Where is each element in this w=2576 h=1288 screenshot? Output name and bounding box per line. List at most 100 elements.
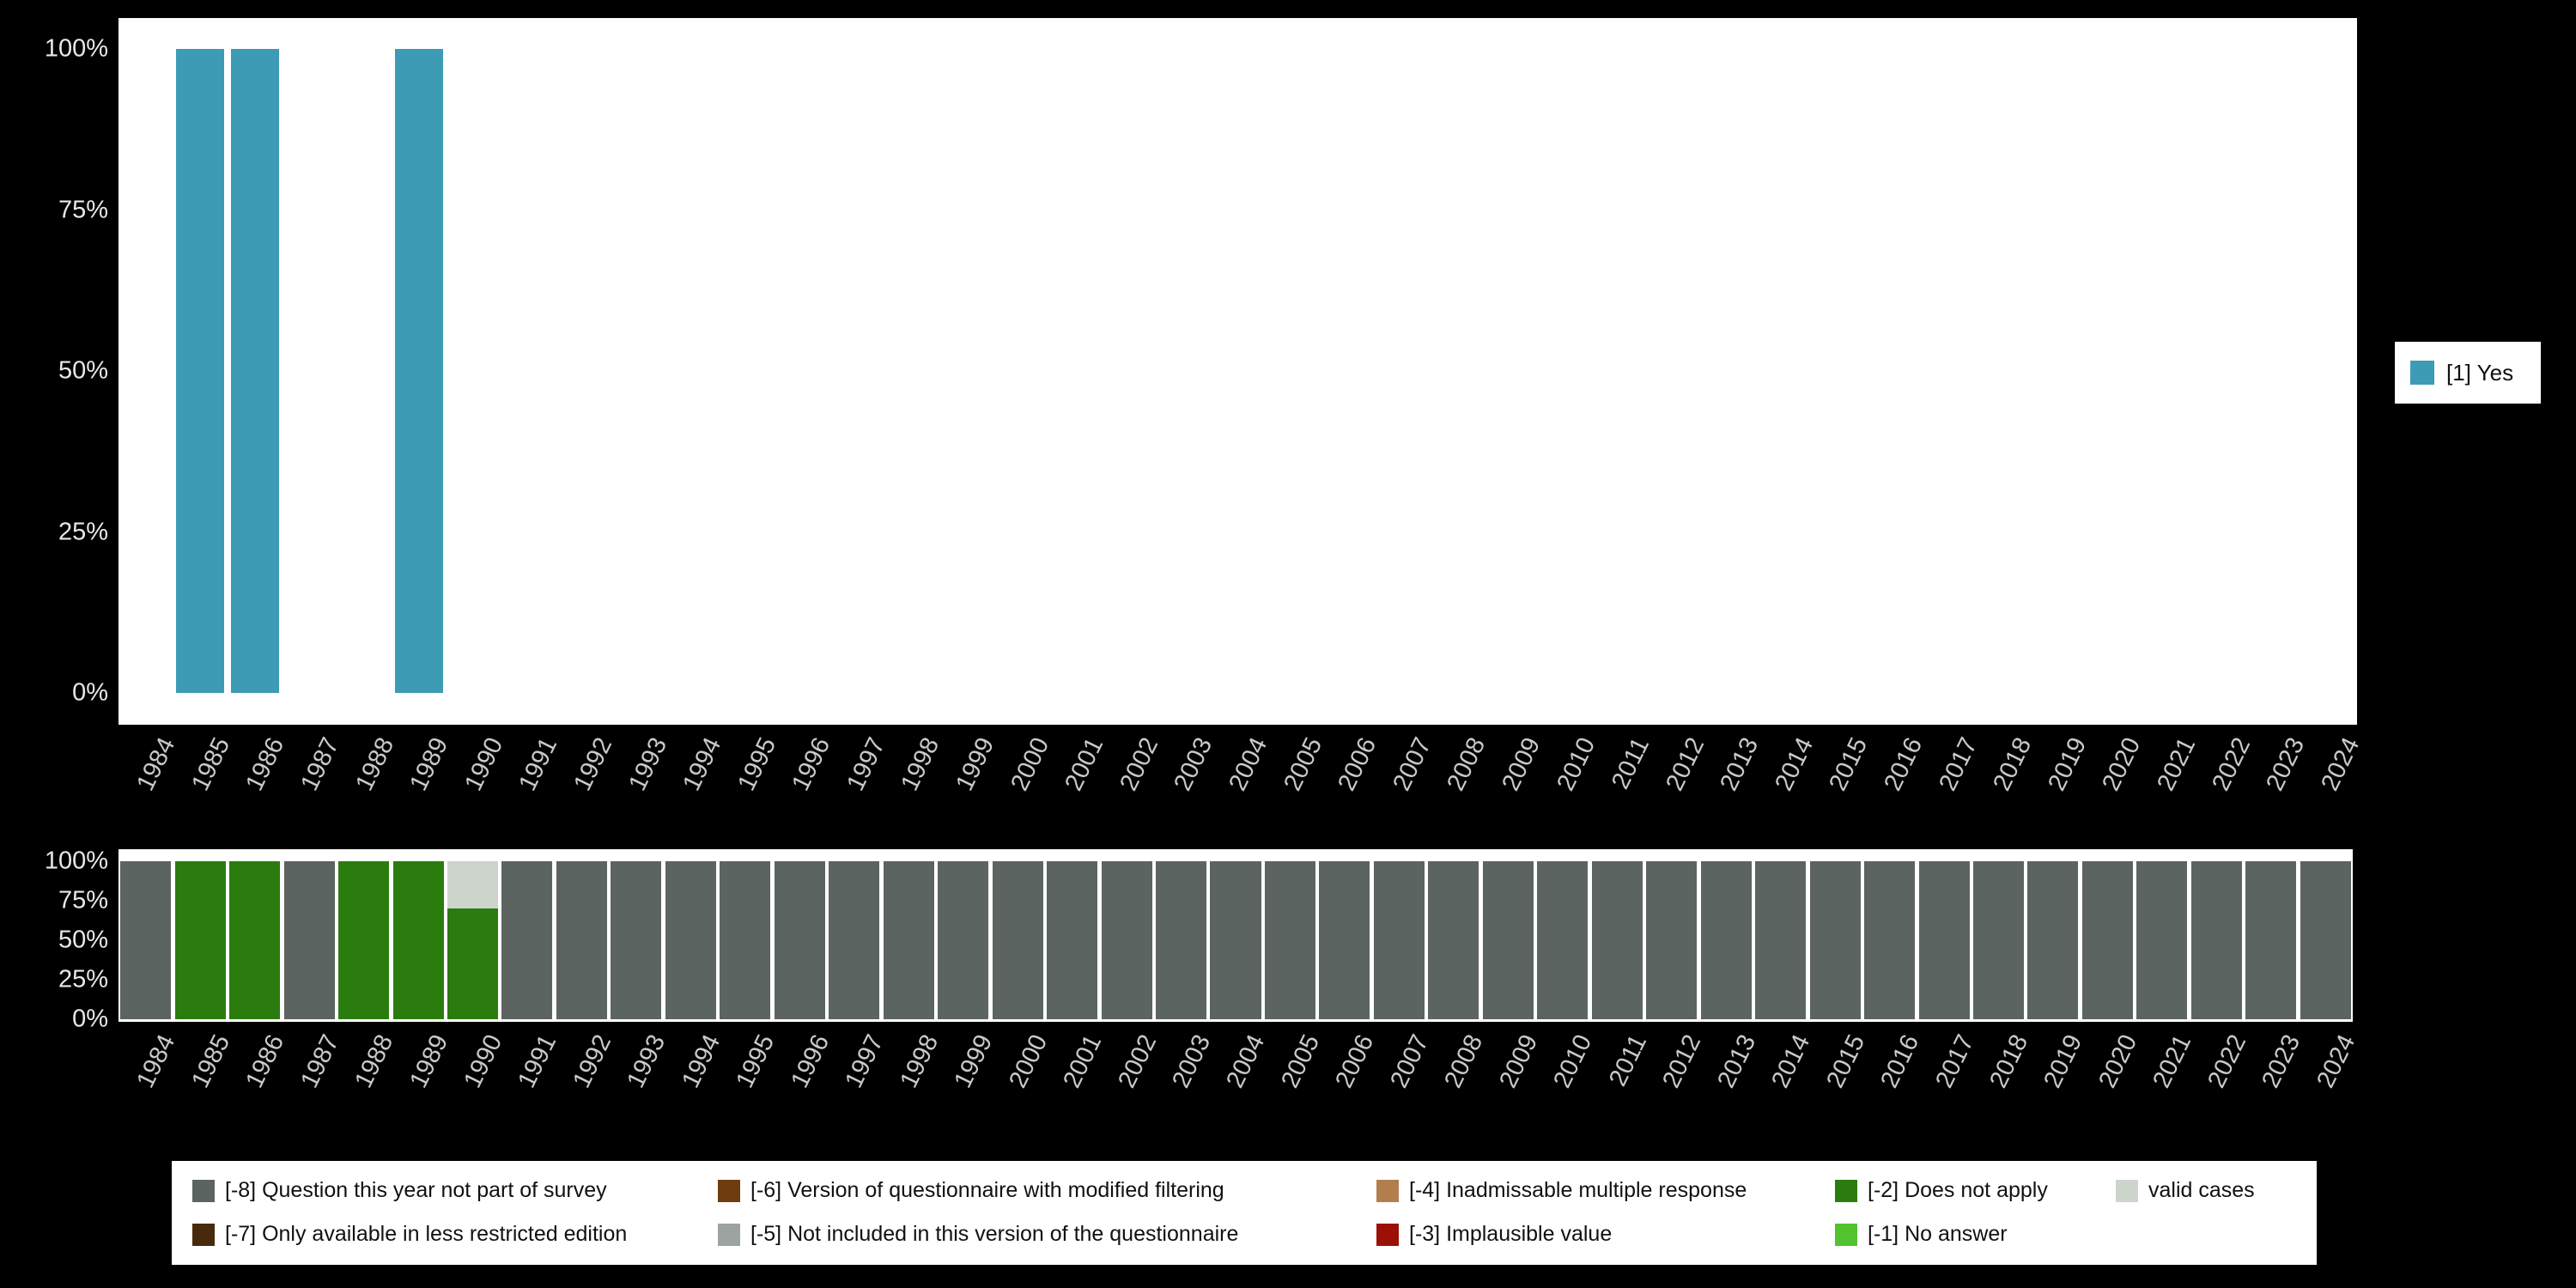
bar-segment bbox=[1373, 861, 1425, 1019]
x-tick-label: 2008 bbox=[1439, 1030, 1489, 1093]
x-tick-label: 2017 bbox=[1933, 733, 1983, 796]
bar-segment bbox=[120, 861, 172, 1019]
x-tick-label: 1995 bbox=[732, 733, 781, 796]
x-tick-label: 2010 bbox=[1551, 733, 1601, 796]
x-tick-label: 1986 bbox=[240, 733, 290, 796]
x-tick-label: 2002 bbox=[1112, 1030, 1162, 1093]
legend-item: [-7] Only available in less restricted e… bbox=[192, 1222, 718, 1247]
x-tick-label: 2019 bbox=[2038, 1030, 2088, 1093]
bar-segment bbox=[1646, 861, 1698, 1019]
x-tick-label: 2004 bbox=[1221, 1030, 1271, 1093]
x-tick-label: 2003 bbox=[1167, 1030, 1217, 1093]
bar-segment bbox=[447, 908, 499, 1019]
x-tick-label: 2009 bbox=[1494, 1030, 1544, 1093]
y-tick-label: 100% bbox=[44, 34, 108, 63]
x-tick-label: 2007 bbox=[1385, 1030, 1435, 1093]
bar-segment bbox=[1755, 861, 1807, 1019]
legend-swatch bbox=[2116, 1179, 2138, 1202]
x-tick-label: 2008 bbox=[1442, 733, 1492, 796]
missing-values-legend: [-8] Question this year not part of surv… bbox=[172, 1161, 2317, 1265]
legend-item: [-5] Not included in this version of the… bbox=[718, 1222, 1376, 1247]
x-tick-label: 2018 bbox=[1988, 733, 2038, 796]
x-tick-label: 1988 bbox=[349, 1030, 399, 1093]
x-tick-label: 2023 bbox=[2257, 1030, 2306, 1093]
bar-segment bbox=[283, 861, 335, 1019]
bar-segment bbox=[447, 861, 499, 909]
x-tick-label: 1991 bbox=[513, 1030, 562, 1093]
bar-segment bbox=[2027, 861, 2079, 1019]
legend-item: valid cases bbox=[2116, 1178, 2308, 1203]
x-tick-label: 2015 bbox=[1824, 733, 1874, 796]
x-tick-label: 1989 bbox=[404, 1030, 453, 1093]
x-tick-label: 2014 bbox=[1770, 733, 1820, 796]
legend-item: [-1] No answer bbox=[1835, 1222, 2116, 1247]
x-tick-label: 2000 bbox=[1003, 1030, 1053, 1093]
x-tick-label: 1987 bbox=[295, 1030, 344, 1093]
legend-item: [-6] Version of questionnaire with modif… bbox=[718, 1178, 1376, 1203]
bar-segment bbox=[1264, 861, 1315, 1019]
x-tick-label: 1984 bbox=[131, 1030, 181, 1093]
x-tick-label: 1994 bbox=[677, 733, 727, 796]
x-tick-label: 2017 bbox=[1929, 1030, 1979, 1093]
bar-segment bbox=[611, 861, 662, 1019]
x-tick-label: 2021 bbox=[2148, 1030, 2197, 1093]
x-tick-label: 2010 bbox=[1548, 1030, 1598, 1093]
x-tick-label: 1994 bbox=[677, 1030, 726, 1093]
x-tick-label: 2002 bbox=[1115, 733, 1164, 796]
bar-segment bbox=[2136, 861, 2188, 1019]
y-tick-label: 100% bbox=[44, 847, 108, 875]
x-tick-label: 1988 bbox=[349, 733, 399, 796]
x-tick-label: 2024 bbox=[2315, 733, 2365, 796]
x-tick-label: 1992 bbox=[568, 1030, 617, 1093]
x-tick-label: 1998 bbox=[896, 733, 945, 796]
bar-segment bbox=[1210, 861, 1261, 1019]
legend-swatch bbox=[1376, 1179, 1399, 1202]
x-tick-label: 1995 bbox=[731, 1030, 781, 1093]
legend-swatch bbox=[1835, 1223, 1857, 1246]
bar-segment bbox=[1918, 861, 1970, 1019]
missing-values-chart-plot-area bbox=[118, 849, 2353, 1022]
legend-item: [-8] Question this year not part of surv… bbox=[192, 1178, 718, 1203]
y-tick-label: 25% bbox=[58, 518, 108, 545]
legend-swatch bbox=[192, 1223, 215, 1246]
yes-legend-label: [1] Yes bbox=[2446, 359, 2514, 386]
bar-segment bbox=[1809, 861, 1861, 1019]
y-tick-label: 75% bbox=[58, 196, 108, 223]
legend-label: [-5] Not included in this version of the… bbox=[750, 1222, 1239, 1246]
x-tick-label: 2022 bbox=[2202, 1030, 2252, 1093]
x-tick-label: 1993 bbox=[623, 733, 672, 796]
x-tick-label: 2011 bbox=[1603, 1030, 1653, 1091]
x-tick-label: 1999 bbox=[951, 733, 1000, 796]
bar-segment bbox=[394, 49, 443, 693]
legend-label: [-3] Implausible value bbox=[1409, 1222, 1613, 1246]
x-tick-label: 1985 bbox=[185, 1030, 235, 1093]
x-tick-label: 2019 bbox=[2042, 733, 2093, 796]
x-tick-label: 1985 bbox=[186, 733, 236, 796]
x-tick-label: 2021 bbox=[2152, 733, 2202, 796]
x-tick-label: 2013 bbox=[1715, 733, 1765, 796]
x-tick-label: 1996 bbox=[786, 1030, 835, 1093]
bar-segment bbox=[1972, 861, 2024, 1019]
y-tick-label: 0% bbox=[72, 678, 108, 707]
legend-swatch bbox=[718, 1223, 740, 1246]
bar-segment bbox=[1156, 861, 1207, 1019]
bar-segment bbox=[1591, 861, 1643, 1019]
legend-swatch bbox=[1376, 1223, 1399, 1246]
x-tick-label: 2006 bbox=[1333, 733, 1382, 796]
bar-segment bbox=[176, 49, 225, 693]
x-tick-label: 1997 bbox=[841, 733, 891, 796]
legend-label: [-2] Does not apply bbox=[1868, 1178, 2048, 1202]
legend-label: [-4] Inadmissable multiple response bbox=[1409, 1178, 1747, 1202]
x-tick-label: 2005 bbox=[1276, 1030, 1326, 1093]
y-tick-label: 50% bbox=[58, 356, 108, 385]
x-tick-label: 2011 bbox=[1607, 733, 1656, 794]
bar-segment bbox=[720, 861, 771, 1019]
x-tick-label: 1990 bbox=[459, 733, 509, 796]
x-tick-label: 2003 bbox=[1169, 733, 1218, 796]
x-tick-label: 2001 bbox=[1060, 733, 1109, 796]
legend-label: [-7] Only available in less restricted e… bbox=[225, 1222, 628, 1246]
x-tick-label: 1991 bbox=[513, 733, 563, 796]
bar-segment bbox=[174, 861, 226, 1019]
y-tick-label: 50% bbox=[58, 926, 108, 954]
yes-legend-swatch bbox=[2410, 361, 2434, 385]
